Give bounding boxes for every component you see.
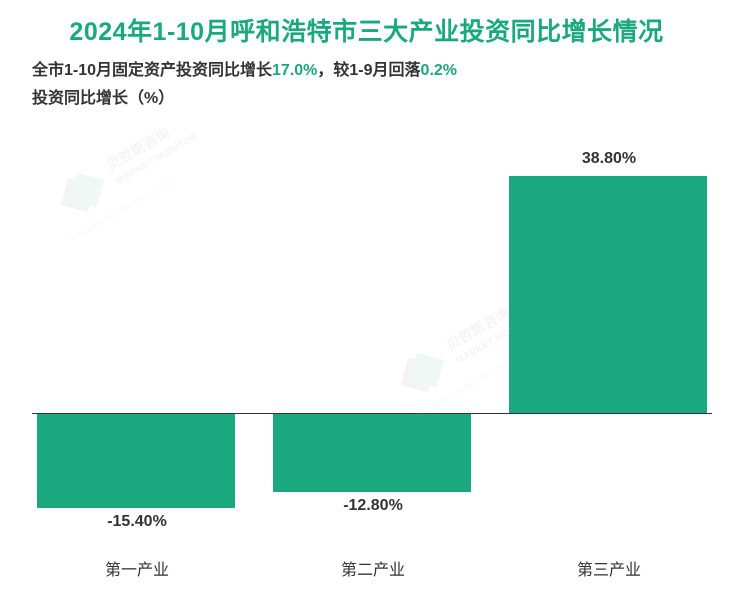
subtitle-prefix: 全市1-10月固定资产投资同比增长	[32, 62, 272, 79]
bar	[37, 414, 235, 508]
subtitle-middle: ，较1-9月回落	[317, 62, 420, 79]
bar	[273, 414, 471, 492]
bar-value-label: -12.80%	[273, 497, 473, 515]
bar-value-label: 38.80%	[509, 150, 709, 168]
chart-subtitle: 全市1-10月固定资产投资同比增长17.0%，较1-9月回落0.2%	[32, 56, 715, 80]
category-label: 第一产业	[37, 556, 237, 580]
subtitle-value-2: 0.2%	[421, 62, 457, 79]
bar	[509, 176, 707, 413]
chart-area: -15.40% 第一产业 -12.80% 第二产业 38.80% 第三产业	[32, 118, 712, 578]
subtitle-value-1: 17.0%	[272, 62, 317, 79]
bar-value-label: -15.40%	[37, 513, 237, 531]
category-label: 第三产业	[509, 556, 709, 580]
chart-title: 2024年1-10月呼和浩特市三大产业投资同比增长情况	[18, 12, 715, 48]
axis-label: 投资同比增长（%）	[32, 84, 715, 108]
category-label: 第二产业	[273, 556, 473, 580]
